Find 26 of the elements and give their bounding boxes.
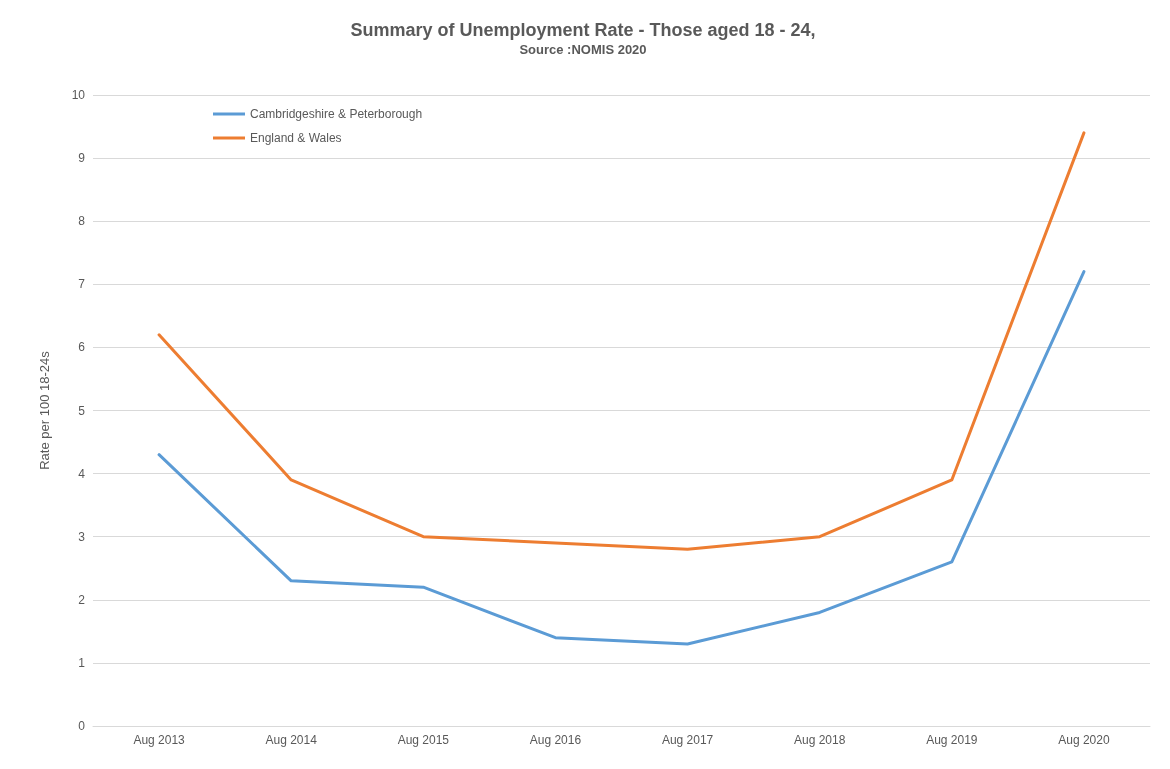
- x-tick-label: Aug 2013: [133, 733, 186, 747]
- y-tick-label: 6: [78, 340, 86, 355]
- chart-subtitle: Source :NOMIS 2020: [519, 42, 647, 57]
- chart-title: Summary of Unemployment Rate - Those aged 18 - 24,: [350, 20, 816, 40]
- x-tick-label: Aug 2016: [529, 733, 582, 747]
- y-tick-label: 8: [78, 214, 86, 229]
- x-tick-label: Aug 2018: [793, 733, 846, 747]
- y-tick-label: 2: [78, 592, 86, 607]
- y-tick-label: 10: [71, 88, 86, 102]
- x-tick-label: Aug 2014: [265, 733, 318, 747]
- x-tick-label: Aug 2015: [397, 733, 450, 747]
- y-tick-label: 0: [78, 719, 86, 733]
- y-tick-label: 7: [78, 277, 86, 292]
- legend-label: England & Wales: [250, 131, 342, 145]
- y-axis-title: Rate per 100 18-24s: [37, 350, 52, 470]
- x-tick-label: Aug 2020: [1058, 733, 1110, 747]
- legend-label: Cambridgeshire & Peterborough: [250, 107, 423, 121]
- y-tick-label: 1: [78, 655, 86, 670]
- line-series: [157, 270, 1086, 646]
- line-series: [157, 131, 1086, 551]
- y-tick-label: 5: [78, 403, 86, 418]
- x-tick-label: Aug 2019: [926, 733, 978, 747]
- y-tick-label: 4: [78, 466, 86, 481]
- y-tick-label: 9: [78, 151, 86, 166]
- y-tick-label: 3: [78, 529, 86, 544]
- x-tick-label: Aug 2017: [661, 733, 714, 747]
